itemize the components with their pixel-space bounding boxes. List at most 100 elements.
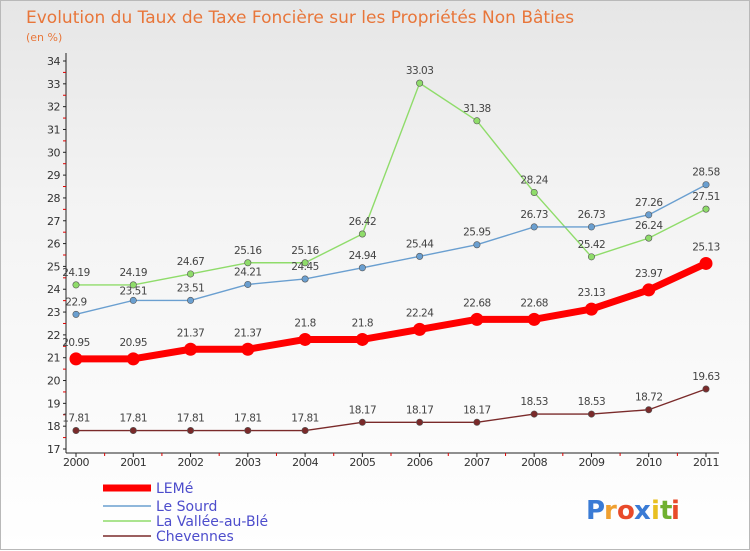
series-point-3 <box>72 427 80 435</box>
chart-subtitle: (en %) <box>26 31 62 44</box>
series-point-2 <box>301 259 309 267</box>
data-label: 18.17 <box>463 404 491 416</box>
logo-letter: i <box>671 496 680 526</box>
x-tick-label: 2010 <box>636 456 662 469</box>
data-label: 21.8 <box>294 317 315 329</box>
series-layer <box>69 79 713 435</box>
series-point-1 <box>645 211 653 219</box>
series-point-0 <box>126 352 140 366</box>
x-tick-label: 2007 <box>464 456 490 469</box>
x-tick-label: 2009 <box>578 456 604 469</box>
data-label: 23.13 <box>578 287 606 299</box>
legend-label: Chevennes <box>156 529 234 545</box>
logo-letter: t <box>660 496 672 526</box>
axes: 17 18 19 20 21 22 23 24 25 26 27 28 29 30 31 32 33 34 2000… <box>47 53 720 469</box>
series-point-3 <box>358 418 366 426</box>
series-point-1 <box>129 296 137 304</box>
data-label: 26.24 <box>635 220 663 232</box>
data-label: 17.81 <box>234 413 262 425</box>
data-labels: 20.95 20.95 21.37 21.37 21.8 21.8 22.24 22.68 22… <box>62 65 720 424</box>
series-point-3 <box>129 427 137 435</box>
x-tick-label: 2004 <box>292 456 318 469</box>
y-tick-label: 27 <box>47 215 60 228</box>
legend-label: Le Sourd <box>156 499 217 515</box>
data-label: 22.68 <box>520 297 548 309</box>
series-point-0 <box>298 332 312 346</box>
series-point-0 <box>241 342 255 356</box>
series-point-2 <box>244 259 252 267</box>
x-tick-label: 2005 <box>349 456 375 469</box>
data-label: 25.42 <box>578 239 606 251</box>
x-tick-label: 2001 <box>120 456 146 469</box>
data-label: 28.24 <box>520 174 548 186</box>
series-point-2 <box>187 270 195 278</box>
series-point-3 <box>416 418 424 426</box>
data-label: 24.19 <box>119 267 147 279</box>
series-point-1 <box>72 310 80 318</box>
series-point-3 <box>244 427 252 435</box>
series-point-1 <box>587 223 595 231</box>
series-point-3 <box>702 385 710 393</box>
data-label: 18.53 <box>520 396 548 408</box>
data-label: 31.38 <box>463 103 491 115</box>
logo-letter: x <box>634 496 651 526</box>
series-point-3 <box>645 406 653 414</box>
data-label: 24.67 <box>177 256 205 268</box>
x-tick-label: 2006 <box>407 456 433 469</box>
data-label: 26.73 <box>578 209 606 221</box>
data-label: 24.19 <box>62 267 90 279</box>
data-label: 26.73 <box>520 209 548 221</box>
data-label: 25.95 <box>463 227 491 239</box>
y-tick-label: 17 <box>47 443 60 456</box>
y-tick-label: 29 <box>47 169 60 182</box>
series-line-2 <box>76 82 707 286</box>
series-point-0 <box>527 312 541 326</box>
data-label: 27.26 <box>635 197 663 209</box>
y-tick-label: 24 <box>47 283 60 296</box>
data-label: 24.45 <box>291 261 319 273</box>
data-label: 24.94 <box>349 250 377 262</box>
data-label: 25.44 <box>406 238 434 250</box>
series-point-2 <box>702 205 710 213</box>
series-point-3 <box>301 427 309 435</box>
data-label: 22.68 <box>463 297 491 309</box>
series-point-2 <box>416 79 424 87</box>
data-label: 18.53 <box>578 396 606 408</box>
series-line-0 <box>76 260 708 363</box>
logo-letter: r <box>604 496 617 526</box>
data-label: 25.16 <box>234 245 262 257</box>
y-tick-label: 34 <box>47 55 60 68</box>
data-label: 27.51 <box>692 191 720 203</box>
series-point-3 <box>187 427 195 435</box>
data-label: 18.72 <box>635 392 663 404</box>
logo-letter: i <box>651 496 660 526</box>
data-label: 24.21 <box>234 266 262 278</box>
series-point-3 <box>530 410 538 418</box>
series-point-1 <box>187 296 195 304</box>
legend-label: La Vallée-au-Blé <box>156 514 268 530</box>
series-point-2 <box>645 234 653 242</box>
data-label: 25.13 <box>692 241 720 253</box>
series-point-0 <box>699 256 713 270</box>
x-tick-label: 2008 <box>521 456 547 469</box>
series-point-2 <box>358 230 366 238</box>
series-point-1 <box>473 241 481 249</box>
y-tick-label: 20 <box>47 375 60 388</box>
data-label: 28.58 <box>692 167 720 179</box>
data-label: 17.81 <box>291 413 319 425</box>
x-tick-label: 2002 <box>178 456 204 469</box>
data-label: 23.51 <box>177 282 205 294</box>
series-point-0 <box>413 322 427 336</box>
data-label: 22.9 <box>65 296 86 308</box>
series-point-0 <box>584 302 598 316</box>
data-label: 21.37 <box>234 327 262 339</box>
series-point-1 <box>530 223 538 231</box>
y-tick-label: 31 <box>47 123 60 136</box>
y-tick-label: 25 <box>47 260 60 273</box>
data-label: 21.37 <box>177 327 205 339</box>
data-label: 18.17 <box>406 404 434 416</box>
data-label: 17.81 <box>177 413 205 425</box>
